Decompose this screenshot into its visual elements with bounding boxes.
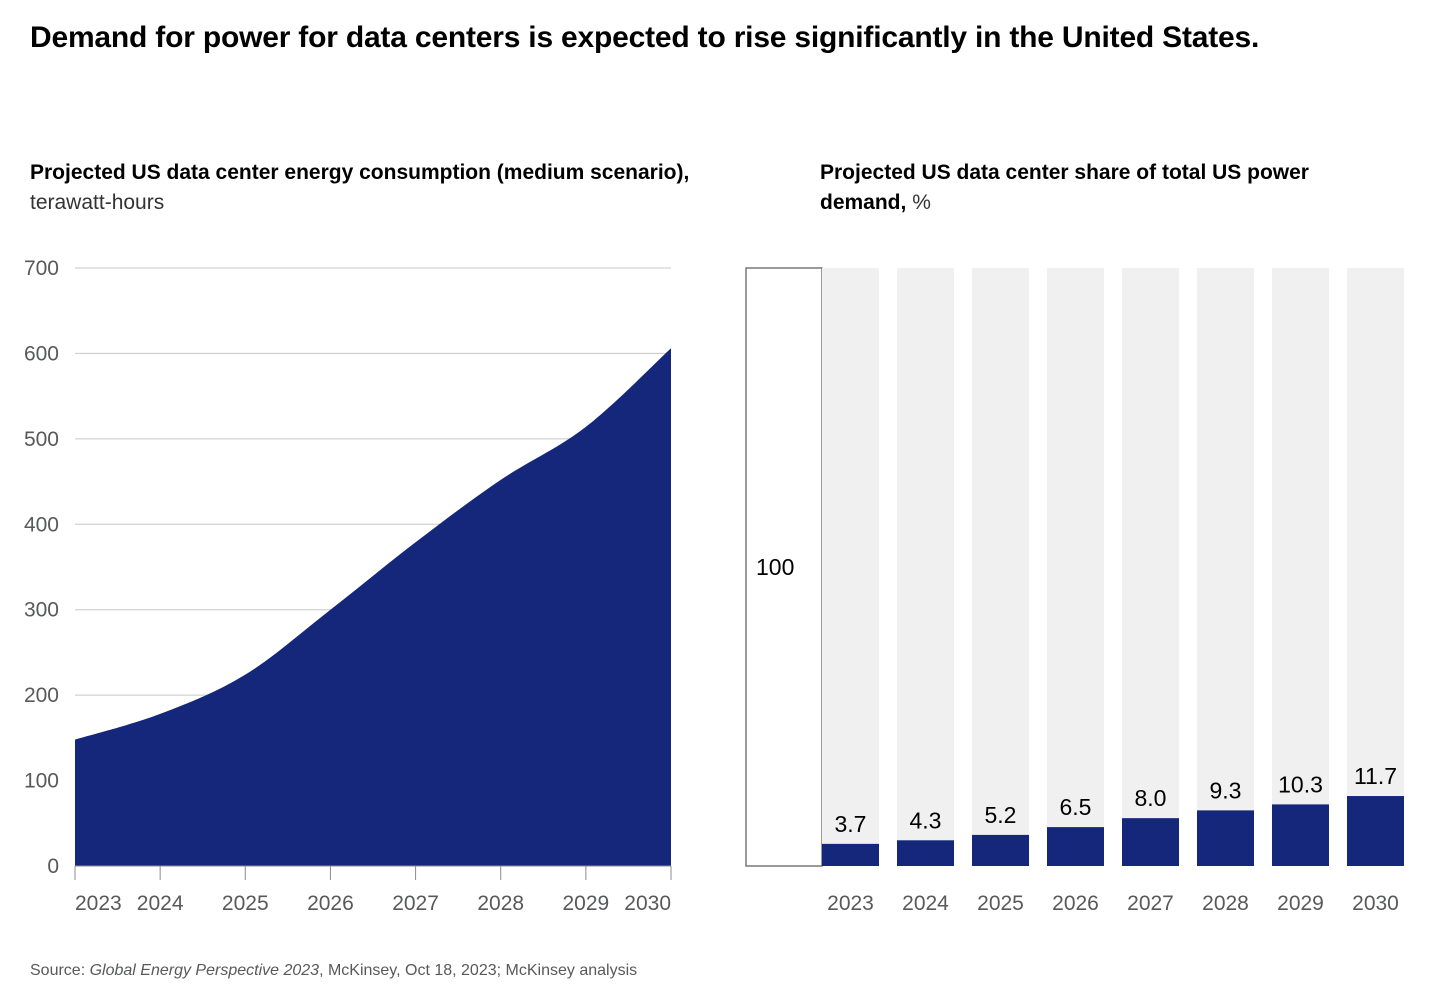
- bar-track: [1122, 268, 1179, 866]
- bar-value-label: 8.0: [1135, 785, 1167, 811]
- x-axis-tick-label: 2028: [477, 892, 524, 915]
- reference-bar-100: [745, 267, 823, 867]
- bar-x-tick-label: 2028: [1202, 892, 1249, 915]
- x-axis-tick-label: 2027: [392, 892, 439, 915]
- x-axis-tick-label: 2024: [137, 892, 184, 915]
- bar-x-tick-label: 2025: [977, 892, 1024, 915]
- source-note: Source: Global Energy Perspective 2023, …: [30, 962, 637, 980]
- bar-value-label: 3.7: [835, 811, 867, 837]
- bar-x-tick-label: 2030: [1352, 892, 1399, 915]
- bar-track: [972, 268, 1029, 866]
- source-prefix: Source:: [30, 962, 90, 979]
- source-publication: Global Energy Perspective 2023: [89, 962, 320, 979]
- bar-fill: [1047, 827, 1104, 866]
- left-chart-title: Projected US data center energy consumpt…: [30, 158, 690, 218]
- bar-track: [1347, 268, 1404, 866]
- y-tick-labels: 0 100 200 300 400 500 600 700: [24, 257, 59, 878]
- area-chart-energy-consumption: 0 100 200 300 400 500 600 700 2023 2024 2025 2026 2…: [0, 250, 720, 930]
- bar-track: [1047, 268, 1104, 866]
- bar-fill: [822, 843, 879, 866]
- x-axis-tick-label: 2029: [562, 892, 609, 915]
- right-chart-title-bold: Projected US data center share of total …: [820, 161, 1309, 214]
- x-axis-tick-label: 2025: [222, 892, 269, 915]
- x-axis-tick-label: 2026: [307, 892, 354, 915]
- bar-value-label: 9.3: [1210, 777, 1242, 803]
- y-axis-tick-label: 200: [24, 684, 59, 707]
- bar-fill: [972, 834, 1029, 866]
- y-axis-tick-label: 400: [24, 513, 59, 536]
- right-chart-title-unit: %: [906, 190, 931, 214]
- y-axis-tick-label: 0: [47, 855, 59, 878]
- bar-x-tick-label: 2029: [1277, 892, 1324, 915]
- y-axis-tick-label: 300: [24, 599, 59, 622]
- bar-fill: [897, 840, 954, 866]
- bar-value-label: 10.3: [1278, 771, 1323, 797]
- bar-value-label: 5.2: [985, 802, 1017, 828]
- bar-track: [1197, 268, 1254, 866]
- y-axis-tick-label: 700: [24, 257, 59, 280]
- bar-x-tick-label: 2027: [1127, 892, 1174, 915]
- bars-group: [822, 268, 1404, 866]
- bar-value-label: 11.7: [1354, 763, 1397, 789]
- bar-x-tick-label: 2026: [1052, 892, 1099, 915]
- bar-fill: [1197, 810, 1254, 866]
- left-chart-title-bold: Projected US data center energy consumpt…: [30, 161, 690, 184]
- bar-fill: [1347, 796, 1404, 866]
- x-tick-labels: 2023 2024 2025 2026 2027 2028 2029 2030: [75, 892, 671, 915]
- bar-chart-svg: 100 3.7 4.3 5.2 6.5 8.0 9.3 10.3 11.7 2023 2024 2…: [745, 267, 1404, 915]
- axis-group: [74, 865, 672, 880]
- bar-value-labels-group: 3.7 4.3 5.2 6.5 8.0 9.3 10.3 11.7: [835, 763, 1398, 837]
- bar-value-label: 4.3: [910, 807, 942, 833]
- bar-fill: [1122, 818, 1179, 866]
- y-axis-tick-label: 100: [24, 770, 59, 793]
- bar-x-tick-label: 2023: [827, 892, 874, 915]
- x-axis-tick-label: 2030: [624, 892, 671, 915]
- reference-bar-group: 100: [745, 267, 823, 867]
- bar-x-tick-labels: 2023 2024 2025 2026 2027 2028 2029 2030: [827, 892, 1399, 915]
- bar-value-label: 6.5: [1060, 794, 1092, 820]
- area-series-path: [75, 348, 671, 866]
- left-chart-title-unit: terawatt-hours: [30, 190, 165, 214]
- x-axis-tick-label: 2023: [75, 892, 122, 915]
- y-axis-tick-label: 500: [24, 428, 59, 451]
- bar-fill: [1272, 804, 1329, 866]
- bar-track: [1272, 268, 1329, 866]
- right-chart-title: Projected US data center share of total …: [820, 158, 1380, 218]
- y-axis-tick-label: 600: [24, 342, 59, 365]
- bar-chart-share-of-power-demand: 100 3.7 4.3 5.2 6.5 8.0 9.3 10.3 11.7 2023 2024 2…: [730, 250, 1450, 930]
- bar-x-tick-label: 2024: [902, 892, 949, 915]
- page-title: Demand for power for data centers is exp…: [30, 21, 1260, 54]
- bar-track: [897, 268, 954, 866]
- source-suffix: , McKinsey, Oct 18, 2023; McKinsey analy…: [319, 962, 638, 979]
- area-series-group: [75, 348, 671, 866]
- bar-track: [822, 268, 879, 866]
- reference-bar-label: 100: [756, 554, 794, 580]
